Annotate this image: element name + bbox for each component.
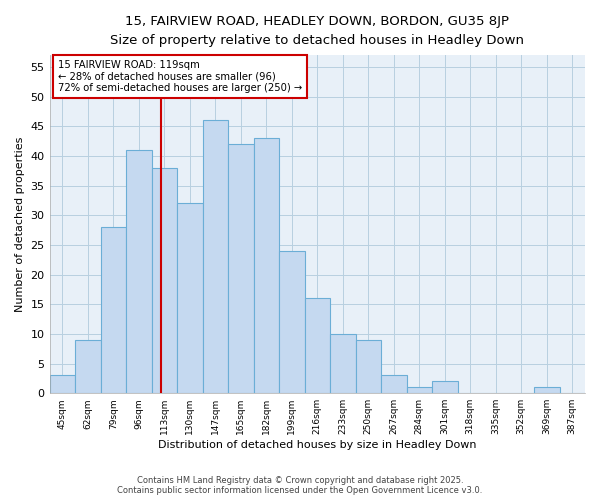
Bar (432, 382, 458, 393)
Bar (330, 334, 356, 393)
Bar (152, 168, 177, 393)
Text: 15 FAIRVIEW ROAD: 119sqm
← 28% of detached houses are smaller (96)
72% of semi-d: 15 FAIRVIEW ROAD: 119sqm ← 28% of detach… (58, 60, 302, 94)
Bar (101, 227, 126, 393)
Title: 15, FAIRVIEW ROAD, HEADLEY DOWN, BORDON, GU35 8JP
Size of property relative to d: 15, FAIRVIEW ROAD, HEADLEY DOWN, BORDON,… (110, 15, 524, 47)
Bar (50, 376, 75, 393)
Bar (126, 150, 152, 393)
Bar (534, 388, 560, 393)
Bar (203, 120, 228, 393)
Bar (279, 251, 305, 393)
X-axis label: Distribution of detached houses by size in Headley Down: Distribution of detached houses by size … (158, 440, 476, 450)
Bar (305, 298, 330, 393)
Bar (228, 144, 254, 393)
Bar (381, 376, 407, 393)
Bar (407, 388, 432, 393)
Bar (75, 340, 101, 393)
Bar (177, 204, 203, 393)
Text: Contains HM Land Registry data © Crown copyright and database right 2025.
Contai: Contains HM Land Registry data © Crown c… (118, 476, 482, 495)
Bar (356, 340, 381, 393)
Bar (254, 138, 279, 393)
Y-axis label: Number of detached properties: Number of detached properties (15, 136, 25, 312)
